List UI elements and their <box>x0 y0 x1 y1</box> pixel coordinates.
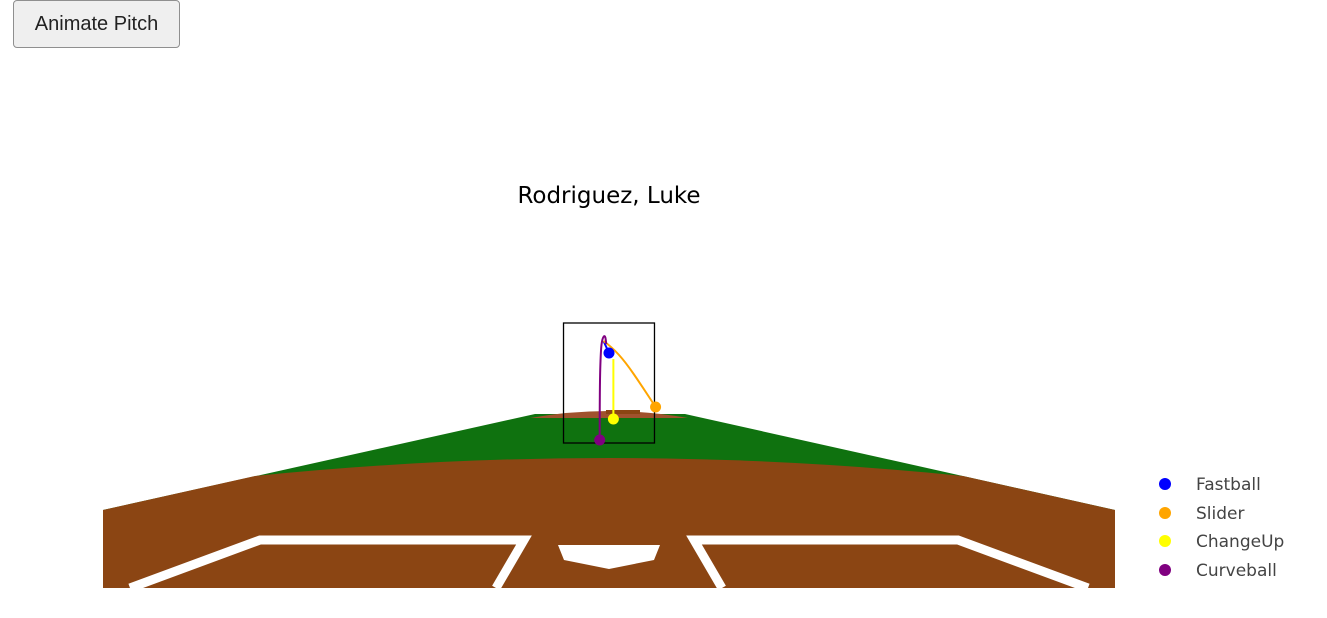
right-batters-box <box>686 535 1090 593</box>
infield-dirt <box>103 458 1115 588</box>
slider-pitch-point[interactable] <box>650 401 662 413</box>
legend-label: Slider <box>1196 504 1244 524</box>
slider-trail <box>602 340 657 408</box>
legend-swatch <box>1159 535 1171 547</box>
legend-label: Curveball <box>1196 561 1277 581</box>
legend-item-fastball[interactable]: Fastball <box>1159 475 1261 495</box>
left-batters-box <box>128 535 532 593</box>
legend-item-slider[interactable]: Slider <box>1159 504 1244 524</box>
curveball-pitch-point[interactable] <box>594 434 606 446</box>
chart-title: Rodriguez, Luke <box>517 183 700 209</box>
strike-zone <box>562 322 656 444</box>
legend-swatch <box>1159 564 1171 576</box>
legend: Fastball Slider ChangeUp Curveball <box>1159 475 1284 581</box>
animate-pitch-button[interactable]: Animate Pitch <box>13 0 180 48</box>
legend-item-changeup[interactable]: ChangeUp <box>1159 532 1284 552</box>
fastball-pitch-point[interactable] <box>603 347 615 359</box>
changeup-pitch-point[interactable] <box>607 413 619 425</box>
pitch-points <box>594 347 662 446</box>
pitch-trails <box>598 335 657 441</box>
legend-label: ChangeUp <box>1196 532 1284 552</box>
legend-item-curveball[interactable]: Curveball <box>1159 561 1277 581</box>
field <box>103 410 1115 593</box>
home-plate <box>558 545 660 569</box>
pitchers-mound <box>530 411 688 418</box>
legend-swatch <box>1159 478 1171 490</box>
legend-label: Fastball <box>1196 475 1261 495</box>
curveball-trail <box>598 335 608 441</box>
pitching-rubber <box>606 410 640 414</box>
legend-swatch <box>1159 507 1171 519</box>
